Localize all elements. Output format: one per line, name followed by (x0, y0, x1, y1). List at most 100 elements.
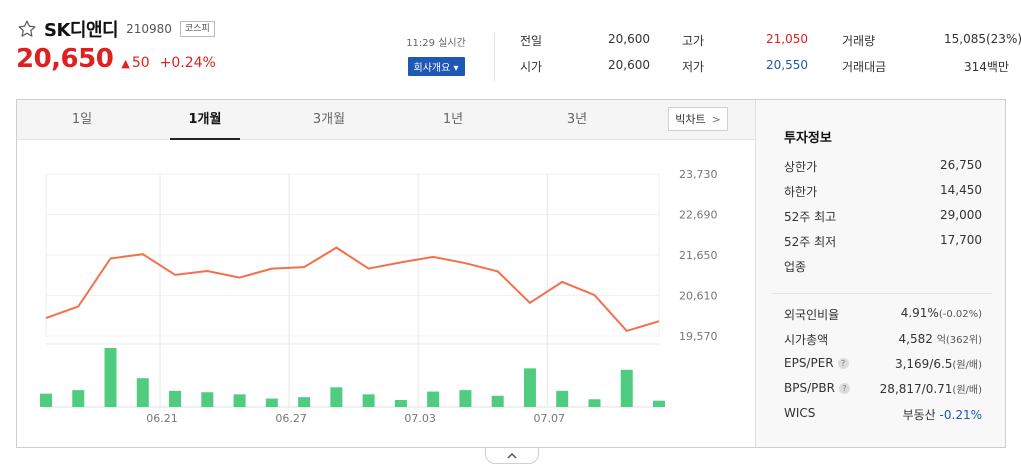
chevron-right-icon: > (711, 112, 721, 126)
volume-bar (169, 390, 182, 407)
realtime-time: 11:29 실시간 (406, 38, 466, 49)
volume-bar (362, 394, 375, 407)
volume-bar (72, 390, 85, 407)
bps-pbr-row: BPS/PBR? 28,817/0.71(원/배) (784, 381, 982, 396)
market-cap-label: 시가총액 (784, 333, 829, 347)
amount-value: 314백만 (964, 60, 1009, 74)
price-row: 20,650 ▲ 50 +0.24% (16, 44, 216, 80)
volume-bar (298, 397, 311, 407)
lower-limit-label: 하한가 (784, 185, 818, 199)
prev-close-value: 20,600 (608, 32, 650, 46)
stock-header: SK디앤디 210980 코스피 (16, 14, 215, 44)
company-overview-button[interactable]: 회사개요 ▾ (407, 57, 465, 76)
volume-value: 15,085(23%) (944, 32, 1021, 46)
volume-bar (233, 394, 246, 407)
industry-row: 업종 (784, 258, 982, 275)
tab-1month[interactable]: 1개월 (170, 100, 240, 140)
volume-bar (201, 392, 214, 407)
high-value: 21,050 (766, 32, 808, 46)
help-icon[interactable]: ? (838, 383, 850, 394)
market-cap-rank: 억(362위) (936, 335, 982, 346)
amount-label: 거래대금 (842, 60, 887, 74)
low-value: 20,550 (766, 58, 808, 72)
volume-bar (330, 387, 343, 407)
52w-high-value: 29,000 (940, 208, 982, 222)
foreign-ratio-label: 외국인비율 (784, 308, 840, 322)
eps-per-unit: (원/배) (952, 360, 982, 371)
eps-per-label: EPS/PER (784, 356, 834, 370)
high-label: 고가 (682, 34, 705, 48)
y-tick-label: 20,610 (679, 290, 718, 303)
volume-bar (40, 393, 52, 407)
change-rate: +0.24% (159, 55, 216, 71)
x-tick-label: 07.03 (404, 412, 436, 425)
chevron-up-icon (507, 452, 517, 459)
bps-pbr-label: BPS/PBR (784, 381, 835, 395)
foreign-ratio-value: 4.91% (900, 306, 939, 320)
change-value: 50 (131, 55, 150, 71)
upper-limit-label: 상한가 (784, 160, 818, 174)
lower-limit-value: 14,450 (940, 183, 982, 197)
volume-bar (653, 400, 665, 407)
price-line (45, 246, 660, 333)
52w-low-label: 52주 최저 (784, 235, 837, 249)
volume-bar (136, 378, 149, 407)
y-tick-label: 23,730 (679, 168, 718, 181)
tab-1year[interactable]: 1년 (442, 112, 464, 127)
bps-pbr-unit: (원/배) (952, 385, 982, 396)
volume-bar (620, 369, 633, 407)
eps-per-value: 3,169/6.5 (894, 357, 953, 371)
chart-area: 1일 1개월 3개월 1년 3년 빅차트 > 23,730 22,690 21,65… (17, 100, 755, 447)
volume-bar (427, 391, 440, 407)
price-chart: 23,730 22,690 21,650 20,610 19,570 06.21 06.27… (40, 168, 718, 425)
lower-limit-row: 하한가 14,450 (784, 183, 982, 200)
52w-low-value: 17,700 (940, 233, 982, 247)
upper-limit-row: 상한가 26,750 (784, 158, 982, 175)
wics-row: WICS 부동산 -0.21% (784, 406, 982, 423)
divider (772, 293, 992, 294)
bigchart-button[interactable]: 빅차트 > (668, 107, 728, 131)
stock-name: SK디앤디 (44, 20, 119, 41)
bps-pbr-value: 28,817/0.71 (879, 382, 953, 396)
foreign-ratio-change: (-0.02%) (938, 309, 982, 320)
wics-label: WICS (784, 406, 816, 420)
52w-low-row: 52주 최저 17,700 (784, 233, 982, 250)
tab-3year[interactable]: 3년 (566, 112, 588, 127)
tab-3month[interactable]: 3개월 (312, 112, 346, 127)
bigchart-label: 빅차트 (675, 113, 706, 126)
volume-bar (265, 398, 278, 407)
chart-panel: 1일 1개월 3개월 1년 3년 빅차트 > 23,730 22,690 21,65… (16, 99, 1006, 448)
market-cap-row: 시가총액 4,582 억(362위) (784, 331, 982, 348)
current-price: 20,650 (16, 44, 114, 74)
open-label: 시가 (520, 60, 543, 74)
x-tick-label: 07.07 (533, 412, 565, 425)
stock-code: 210980 (126, 22, 172, 36)
y-tick-label: 22,690 (679, 209, 718, 222)
eps-per-row: EPS/PER? 3,169/6.5(원/배) (784, 356, 982, 371)
help-icon[interactable]: ? (837, 358, 849, 369)
divider (494, 33, 495, 81)
x-tick-label: 06.27 (275, 412, 307, 425)
volume-label: 거래량 (842, 34, 876, 48)
52w-high-label: 52주 최고 (784, 210, 837, 224)
collapse-button[interactable] (485, 448, 539, 464)
up-triangle-icon: ▲ (121, 57, 130, 70)
investment-title: 투자정보 (784, 131, 832, 146)
volume-bar (523, 368, 536, 407)
industry-label: 업종 (784, 260, 807, 274)
wics-rate: -0.21% (939, 408, 982, 422)
period-tabs: 1일 1개월 3개월 1년 3년 빅차트 > (17, 100, 755, 140)
wics-value[interactable]: 부동산 (902, 408, 936, 422)
x-tick-label: 06.21 (146, 412, 178, 425)
volume-bar (459, 390, 472, 407)
prev-close-label: 전일 (520, 34, 543, 48)
market-badge: 코스피 (179, 21, 215, 37)
volume-bar (104, 348, 117, 407)
realtime-box: 11:29 실시간 회사개요 ▾ (400, 34, 472, 76)
foreign-ratio-row: 외국인비율 4.91%(-0.02%) (784, 306, 982, 323)
favorite-star-icon[interactable] (16, 18, 38, 40)
volume-bar (588, 399, 601, 407)
price-change: ▲ 50 (121, 55, 149, 71)
open-value: 20,600 (608, 58, 650, 72)
tab-1day[interactable]: 1일 (71, 112, 93, 127)
